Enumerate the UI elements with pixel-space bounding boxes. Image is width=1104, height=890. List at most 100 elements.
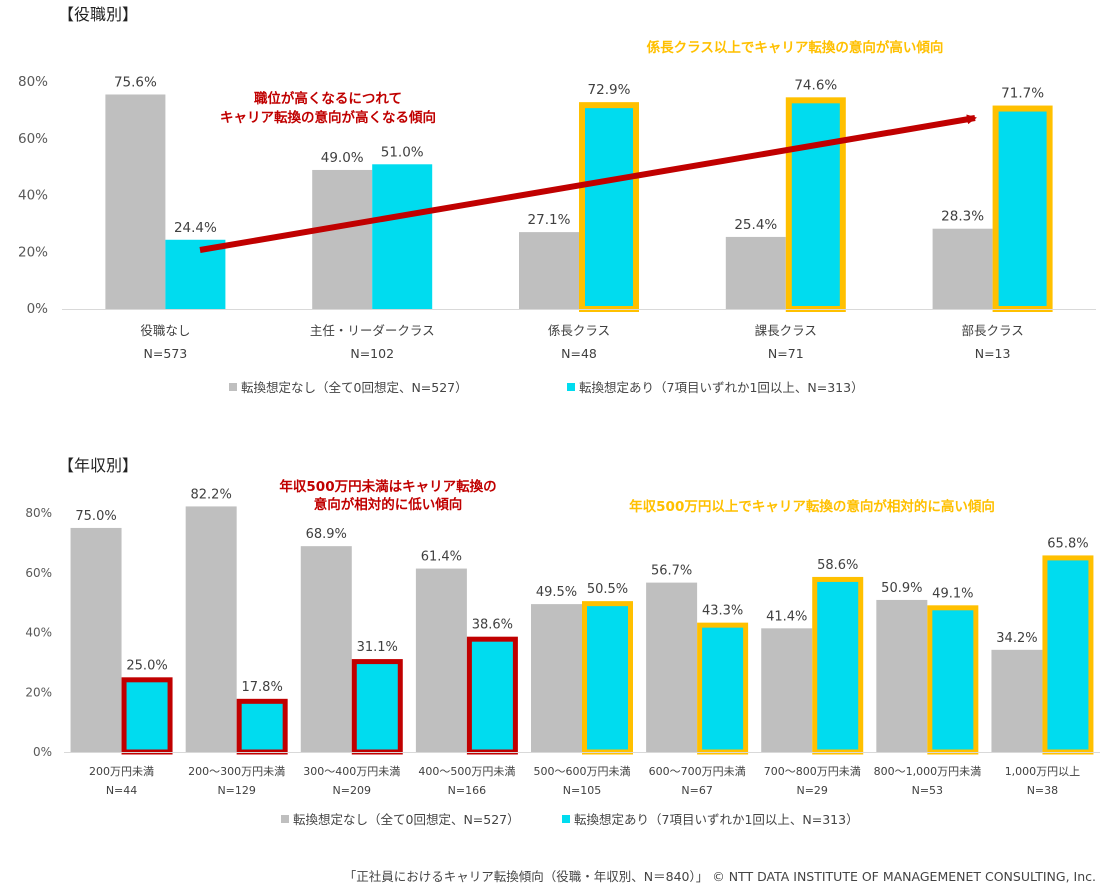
value-label-no-change: 75.0%	[75, 509, 116, 524]
value-label-no-change: 82.2%	[191, 487, 232, 502]
x-tick-label: 主任・リーダークラス	[310, 323, 435, 338]
value-label-change: 31.1%	[357, 640, 398, 655]
value-label-change: 51.0%	[381, 144, 424, 160]
y-tick-label: 60%	[18, 131, 48, 147]
trend-arrow	[199, 114, 977, 253]
chart1-bars	[105, 94, 1053, 313]
bar-no-change	[725, 236, 786, 309]
y-tick-label: 20%	[25, 685, 52, 699]
x-tick-n-label: N=38	[1027, 784, 1058, 797]
bar-no-change	[105, 94, 166, 309]
chart2-bars	[70, 506, 1094, 755]
chart2-annotation-red-line2: 意向が相対的に低い傾向	[314, 496, 463, 513]
chart1-annotation-red-line2: キャリア転換の意向が高くなる傾向	[220, 109, 436, 126]
bar-change-highlight-gold	[582, 601, 633, 755]
x-tick-label: 600～700万円未満	[649, 765, 746, 778]
value-label-no-change: 68.9%	[306, 527, 347, 542]
x-tick-label: 800～1,000万円未満	[874, 765, 982, 778]
legend-swatch-change	[567, 383, 575, 391]
chart1-title: 【役職別】	[58, 5, 138, 24]
x-tick-label: 700～800万円未満	[764, 765, 861, 778]
chart1-annotation-red-line1: 職位が高くなるにつれて	[254, 90, 402, 107]
x-tick-n-label: N=102	[350, 346, 394, 361]
income-chart: 【年収別】 0% 20% 40% 60% 80% 200万円未満 N=44 200～300万…	[25, 456, 1100, 827]
x-tick-n-label: N=13	[975, 346, 1011, 361]
value-label-change: 50.5%	[587, 582, 628, 597]
x-tick-n-label: N=67	[681, 784, 712, 797]
bar-change-highlight-red	[121, 677, 173, 755]
y-tick-label: 0%	[33, 745, 52, 759]
x-tick-label: 役職なし	[140, 323, 190, 338]
bar-change-highlight-red	[236, 698, 288, 755]
bar-no-change	[646, 582, 698, 752]
value-label-change: 25.0%	[126, 658, 167, 673]
value-label-no-change: 28.3%	[941, 209, 984, 225]
x-tick-label: 課長クラス	[755, 323, 817, 338]
value-label-change: 58.6%	[817, 558, 858, 573]
x-tick-label: 200～300万円未満	[188, 765, 285, 778]
value-label-no-change: 61.4%	[421, 550, 462, 565]
x-tick-n-label: N=53	[912, 784, 943, 797]
bar-no-change	[70, 527, 122, 752]
value-label-no-change: 75.6%	[114, 74, 157, 90]
x-tick-label: 1,000万円以上	[1005, 765, 1081, 778]
value-label-no-change: 49.0%	[321, 150, 364, 166]
x-tick-label: 200万円未満	[89, 765, 154, 778]
legend2-label-change: 転換想定あり（7項目いずれか1回以上、N=313）	[574, 812, 859, 827]
value-label-no-change: 25.4%	[734, 217, 777, 233]
y-tick-label: 20%	[18, 244, 48, 260]
y-tick-label: 0%	[27, 301, 49, 317]
bar-no-change	[876, 599, 928, 752]
bar-change	[372, 164, 433, 309]
chart1-y-axis: 0% 20% 40% 60% 80%	[18, 74, 1096, 317]
bar-change-highlight-gold	[992, 105, 1053, 312]
x-tick-n-label: N=44	[106, 784, 137, 797]
legend2-swatch-no-change	[281, 815, 289, 823]
x-tick-label: 係長クラス	[548, 323, 610, 338]
value-label-change: 71.7%	[1001, 86, 1044, 102]
value-label-change: 43.3%	[702, 604, 743, 619]
bar-no-change	[300, 546, 352, 752]
bar-change-highlight-gold	[579, 102, 639, 312]
chart1-legend: 転換想定なし（全て0回想定、N=527） 転換想定あり（7項目いずれか1回以上、…	[229, 380, 864, 395]
bar-change	[165, 239, 226, 309]
bar-change-highlight-red	[466, 636, 518, 755]
x-tick-label: 300～400万円未満	[303, 765, 400, 778]
x-tick-n-label: N=209	[333, 784, 371, 797]
chart2-annotation-gold: 年収500万円以上でキャリア転換の意向が相対的に高い傾向	[629, 498, 995, 515]
bar-change-highlight-gold	[812, 576, 864, 755]
position-chart: 【役職別】 0% 20% 40% 60% 80% 役職なし N=573 主任・リーダークラス…	[18, 5, 1096, 395]
value-label-change: 38.6%	[472, 618, 513, 633]
bar-no-change	[415, 568, 467, 752]
value-label-change: 49.1%	[932, 586, 973, 601]
chart2-x-axis: 200万円未満 N=44 200～300万円未満 N=129 300～400万円未満 N=…	[89, 765, 1080, 797]
value-label-no-change: 27.1%	[528, 212, 571, 228]
chart2-annotation-red-line1: 年収500万円未満はキャリア転換の	[279, 478, 496, 495]
value-label-change: 24.4%	[174, 220, 217, 236]
bar-change-highlight-red	[351, 659, 403, 755]
footer-credit: 「正社員におけるキャリア転換傾向（役職・年収別、N＝840）」 © NTT DA…	[343, 869, 1096, 884]
bar-no-change	[185, 506, 237, 752]
legend2-label-no-change: 転換想定なし（全て0回想定、N=527）	[293, 812, 520, 827]
value-label-no-change: 49.5%	[536, 585, 577, 600]
chart2-title: 【年収別】	[58, 456, 138, 475]
legend-label-no-change: 転換想定なし（全て0回想定、N=527）	[241, 380, 468, 395]
y-tick-label: 40%	[18, 188, 48, 204]
value-label-change: 74.6%	[794, 77, 837, 93]
chart2-y-axis: 0% 20% 40% 60% 80%	[25, 506, 1100, 759]
value-label-no-change: 50.9%	[881, 581, 922, 596]
value-label-no-change: 34.2%	[996, 631, 1037, 646]
bar-change-highlight-gold	[697, 622, 749, 755]
bar-change-highlight-gold	[785, 97, 846, 313]
x-tick-label: 500～600万円未満	[534, 765, 631, 778]
legend-label-change: 転換想定あり（7項目いずれか1回以上、N=313）	[579, 380, 864, 395]
bar-change-highlight-gold	[927, 605, 979, 755]
x-tick-n-label: N=105	[563, 784, 601, 797]
chart1-annotation-gold: 係長クラス以上でキャリア転換の意向が高い傾向	[647, 39, 944, 56]
x-tick-n-label: N=129	[217, 784, 255, 797]
legend2-swatch-change	[562, 815, 570, 823]
x-tick-n-label: N=48	[561, 346, 597, 361]
chart2-value-labels: 75.0% 25.0% 82.2% 17.8% 68.9% 31.1% 61.4% 38.6%…	[75, 487, 1088, 694]
y-tick-label: 60%	[25, 566, 52, 580]
